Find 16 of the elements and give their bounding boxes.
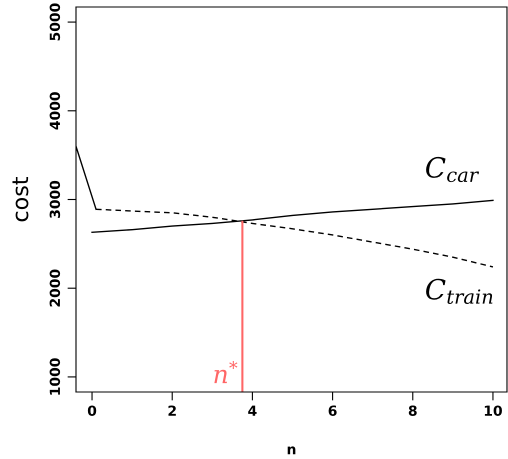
- x-axis-title: n: [288, 446, 296, 454]
- series-label: C$_{car}$: [426, 156, 480, 182]
- x-tick-label: 8: [408, 405, 417, 416]
- series-label: C$_{train}$: [426, 278, 492, 304]
- y-tick-label: 4000: [50, 92, 60, 130]
- x-tick-label: 4: [248, 406, 257, 416]
- y-tick-label: 5000: [50, 3, 60, 40]
- y-axis-title: cost: [12, 176, 28, 222]
- y-tick-label: 1000: [50, 358, 60, 395]
- x-tick-label: 0: [88, 405, 96, 416]
- y-tick-label: 2000: [50, 270, 60, 306]
- x-tick-label: 6: [328, 405, 337, 416]
- ref-line-label: n$^{*}$: [214, 361, 238, 384]
- x-tick-label: 2: [168, 405, 176, 416]
- x-tick-label: 10: [484, 405, 502, 416]
- y-tick-label: 3000: [50, 180, 60, 218]
